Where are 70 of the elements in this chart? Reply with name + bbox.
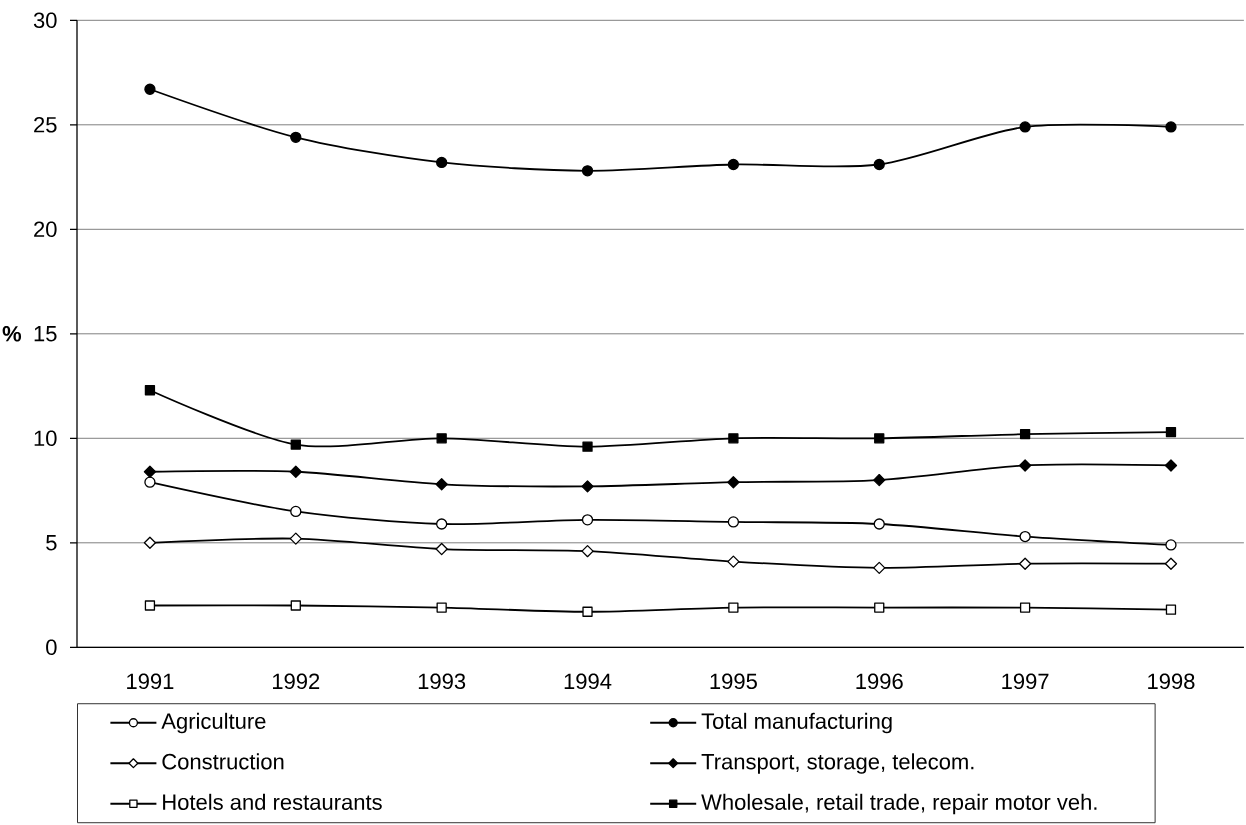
x-tick-label: 1995: [710, 673, 757, 690]
point: [727, 158, 740, 171]
point: [144, 476, 156, 488]
point: [436, 433, 447, 444]
point: [144, 83, 156, 95]
point: [290, 131, 302, 143]
point: [1019, 602, 1031, 613]
point: [143, 465, 157, 478]
y-tick-label: 25: [34, 117, 57, 133]
point: [727, 476, 740, 489]
point: [290, 600, 301, 611]
point: [581, 514, 594, 526]
legend-label: Wholesale, retail trade, repair motor veh.: [701, 793, 1097, 815]
point: [1019, 121, 1031, 133]
legend-label: Construction: [162, 753, 284, 770]
point: [289, 465, 302, 478]
point: [581, 480, 594, 493]
point: [436, 518, 448, 530]
point: [436, 602, 447, 613]
point: [582, 606, 593, 617]
point: [874, 602, 885, 613]
point: [874, 433, 885, 444]
y-tick-label: 30: [33, 12, 57, 29]
x-tick-label: 1994: [564, 673, 612, 690]
point: [1165, 426, 1177, 438]
y-tick-label: 20: [34, 221, 57, 238]
point: [1164, 459, 1178, 472]
point: [1018, 557, 1032, 570]
point: [873, 473, 886, 487]
x-tick-label: 1996: [856, 673, 903, 690]
x-tick-label: 1997: [1002, 673, 1049, 690]
x-tick-label: 1998: [1148, 673, 1195, 690]
point: [1164, 557, 1178, 570]
y-tick-label: 10: [34, 430, 57, 447]
point: [290, 439, 301, 450]
y-tick-label: 15: [34, 326, 57, 342]
point: [728, 602, 739, 613]
y-tick-label: 5: [46, 535, 57, 551]
y-axis-title: %: [2, 326, 22, 342]
point: [727, 555, 740, 568]
point: [436, 156, 448, 169]
point: [144, 600, 156, 611]
x-tick-label: 1992: [272, 673, 320, 690]
point: [143, 536, 157, 549]
point: [290, 505, 302, 518]
point: [1165, 121, 1177, 133]
point: [728, 433, 739, 444]
point: [1165, 604, 1177, 615]
point: [1018, 459, 1032, 472]
point: [873, 561, 886, 575]
point: [1019, 530, 1031, 543]
point: [144, 385, 156, 396]
y-tick-label: 0: [46, 639, 57, 656]
legend-label: Hotels and restaurants: [163, 793, 382, 810]
point: [873, 518, 885, 530]
legend-label: Transport, storage, telecom.: [701, 753, 974, 774]
point: [1165, 539, 1177, 551]
legend-label: Total manufacturing: [701, 712, 892, 734]
point: [582, 441, 593, 452]
point: [435, 542, 448, 556]
x-tick-label: 1993: [418, 673, 466, 690]
point: [435, 478, 448, 491]
point: [289, 532, 302, 545]
x-tick-label: 1991: [127, 673, 174, 690]
point: [581, 544, 594, 558]
point: [873, 158, 885, 171]
point: [581, 165, 594, 177]
point: [1019, 428, 1031, 440]
legend-label: Agriculture: [161, 712, 266, 734]
point: [727, 516, 740, 528]
